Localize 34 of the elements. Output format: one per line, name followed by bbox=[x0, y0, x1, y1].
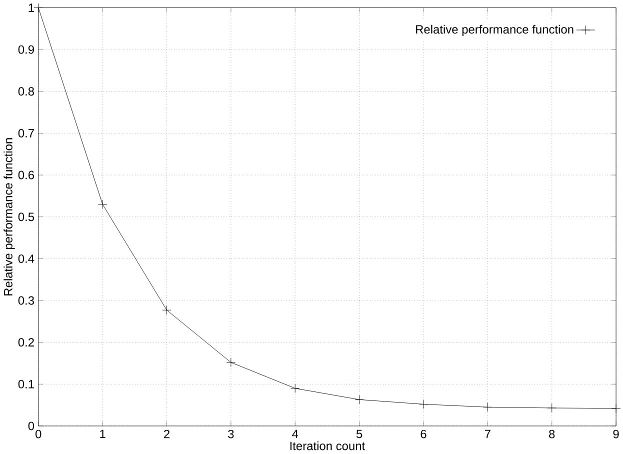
point bbox=[162, 306, 172, 315]
legend-label: Relative performance function bbox=[416, 24, 574, 36]
y-tick-label: 0.4 bbox=[18, 254, 34, 264]
x-tick-label: 1 bbox=[100, 430, 106, 438]
x-tick-label: 6 bbox=[420, 430, 426, 438]
x-tick-label: 7 bbox=[484, 430, 490, 438]
point bbox=[226, 358, 236, 368]
x-tick-label: 5 bbox=[356, 430, 362, 438]
point bbox=[34, 3, 43, 12]
point bbox=[354, 395, 364, 404]
point bbox=[418, 400, 428, 409]
x-axis-title: Iteration count bbox=[290, 441, 366, 450]
y-tick-label: 0.9 bbox=[18, 45, 34, 54]
x-tick-label: 0 bbox=[36, 430, 42, 438]
y-tick-label: 0.2 bbox=[18, 338, 34, 347]
point bbox=[98, 200, 108, 209]
y-tick-label: 0.3 bbox=[18, 296, 34, 305]
point bbox=[290, 384, 300, 393]
y-tick-label: 0.6 bbox=[18, 170, 34, 180]
x-tick-label: 9 bbox=[613, 430, 619, 438]
y-axis-title: Relative performance function bbox=[4, 138, 15, 296]
x-tick-label: 3 bbox=[228, 430, 234, 438]
y-tick-label: 1 bbox=[28, 4, 34, 12]
point bbox=[547, 404, 556, 413]
point bbox=[611, 404, 621, 414]
y-tick-label: 0.7 bbox=[18, 129, 34, 138]
point bbox=[483, 402, 492, 412]
x-tick-label: 8 bbox=[549, 430, 555, 438]
x-tick-label: 2 bbox=[164, 430, 170, 438]
x-tick-label: 4 bbox=[292, 430, 298, 438]
y-tick-label: 0.5 bbox=[18, 212, 34, 222]
y-tick-label: 0.1 bbox=[18, 380, 34, 388]
y-tick-label: 0 bbox=[28, 422, 34, 430]
y-tick-label: 0.8 bbox=[18, 87, 34, 96]
